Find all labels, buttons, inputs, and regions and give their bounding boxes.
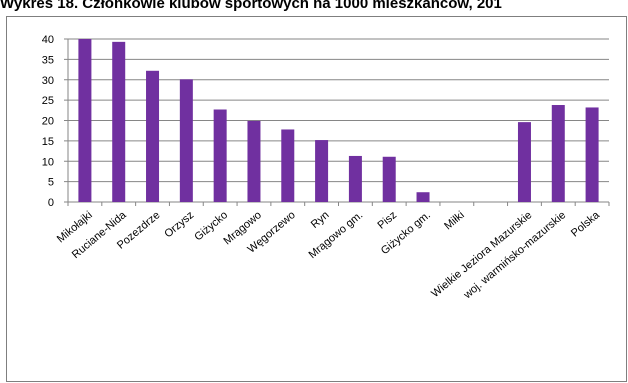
bar <box>213 109 227 202</box>
bar <box>281 129 295 202</box>
bar <box>247 120 261 202</box>
bar <box>315 140 329 202</box>
y-tick-label: 40 <box>42 34 54 46</box>
chart-frame <box>6 16 627 382</box>
y-tick-label: 15 <box>42 136 54 148</box>
x-tick-label: Miłki <box>442 209 467 232</box>
bar <box>179 79 193 202</box>
x-tick-label: Polska <box>569 209 603 240</box>
chart-title: Wykres 18. Członkowie klubów sportowych … <box>0 0 502 12</box>
y-tick-label: 20 <box>42 116 54 128</box>
y-tick-label: 0 <box>48 197 54 209</box>
bar <box>585 107 599 202</box>
bar <box>348 155 362 202</box>
x-tick-label: Pisz <box>376 209 400 232</box>
bar <box>517 122 531 202</box>
bar <box>416 192 430 202</box>
x-tick-label: Ryn <box>309 209 332 231</box>
bar <box>112 41 126 202</box>
y-tick-label: 5 <box>48 177 54 189</box>
x-tick-label: Orzysz <box>162 209 196 240</box>
y-tick-label: 30 <box>42 75 54 87</box>
bar <box>146 70 160 202</box>
y-tick-label: 25 <box>42 95 54 107</box>
bar <box>551 105 565 202</box>
y-tick-label: 35 <box>42 54 54 66</box>
bar <box>78 39 92 202</box>
bar <box>382 156 396 202</box>
y-tick-label: 10 <box>42 156 54 168</box>
